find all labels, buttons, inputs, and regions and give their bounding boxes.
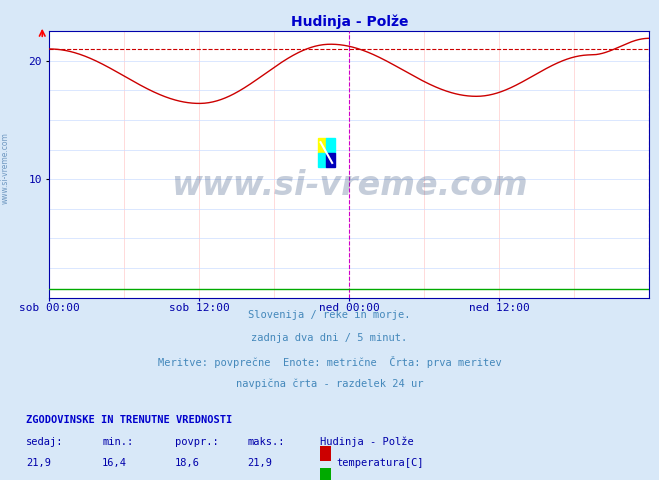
Text: povpr.:: povpr.: — [175, 437, 218, 447]
Text: Slovenija / reke in morje.: Slovenija / reke in morje. — [248, 310, 411, 320]
Text: temperatura[C]: temperatura[C] — [336, 458, 424, 468]
Text: www.si-vreme.com: www.si-vreme.com — [171, 169, 528, 202]
Text: www.si-vreme.com: www.si-vreme.com — [1, 132, 10, 204]
Bar — [326, 138, 335, 153]
Text: Meritve: povprečne  Enote: metrične  Črta: prva meritev: Meritve: povprečne Enote: metrične Črta:… — [158, 356, 501, 368]
Title: Hudinja - Polže: Hudinja - Polže — [291, 14, 408, 29]
Bar — [326, 153, 335, 168]
Text: navpična črta - razdelek 24 ur: navpična črta - razdelek 24 ur — [236, 379, 423, 389]
Text: 21,9: 21,9 — [26, 458, 51, 468]
Text: min.:: min.: — [102, 437, 133, 447]
Text: zadnja dva dni / 5 minut.: zadnja dva dni / 5 minut. — [251, 333, 408, 343]
Text: 16,4: 16,4 — [102, 458, 127, 468]
Text: sedaj:: sedaj: — [26, 437, 64, 447]
Text: ZGODOVINSKE IN TRENUTNE VREDNOSTI: ZGODOVINSKE IN TRENUTNE VREDNOSTI — [26, 415, 233, 425]
Bar — [318, 153, 326, 168]
Text: maks.:: maks.: — [247, 437, 285, 447]
Text: 21,9: 21,9 — [247, 458, 272, 468]
Text: 18,6: 18,6 — [175, 458, 200, 468]
Bar — [318, 138, 326, 153]
Text: Hudinja - Polže: Hudinja - Polže — [320, 437, 413, 447]
